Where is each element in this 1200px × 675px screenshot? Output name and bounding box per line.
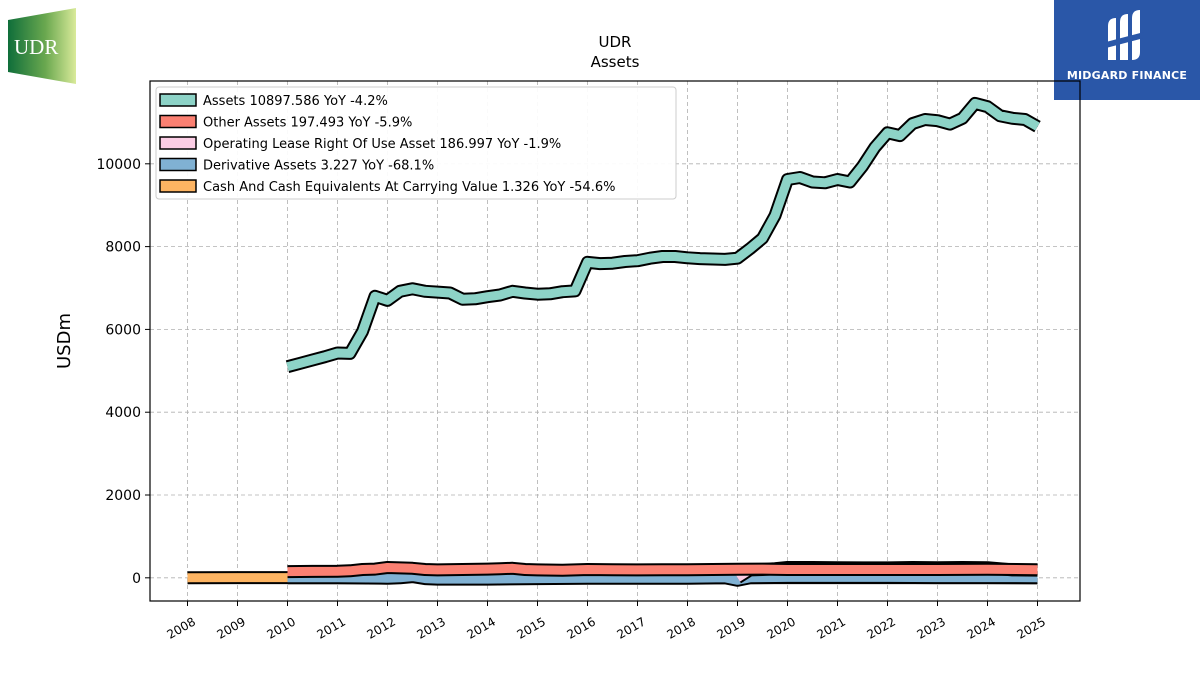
x-tick-label: 2008 xyxy=(165,614,198,641)
legend-swatch xyxy=(159,179,197,193)
legend: Assets 10897.586 YoY -4.2% Other Assets 1… xyxy=(155,86,677,200)
midgard-mark-icon xyxy=(1106,10,1144,60)
x-tick-label: 2022 xyxy=(865,614,898,641)
udr-logo-text: UDR xyxy=(14,35,58,59)
series-line xyxy=(287,563,1038,577)
y-tick-label: 10000 xyxy=(96,157,141,173)
x-tick-label: 2024 xyxy=(965,614,998,641)
x-tick-label: 2016 xyxy=(565,614,598,641)
x-tick-label: 2021 xyxy=(815,614,848,641)
x-tick-label: 2020 xyxy=(765,614,798,641)
legend-swatch xyxy=(159,93,197,107)
y-tick-label: 0 xyxy=(132,571,141,587)
brand-name: MIDGARD FINANCE xyxy=(1066,69,1188,82)
legend-swatch xyxy=(159,136,197,150)
plot-frame xyxy=(149,80,1081,602)
y-axis-label: USDm xyxy=(54,313,75,369)
chart-title: UDR xyxy=(599,33,632,51)
legend-box xyxy=(155,86,677,200)
x-tick-label: 2014 xyxy=(465,614,498,641)
midgard-finance-logo: MIDGARD FINANCE xyxy=(1054,0,1200,100)
y-tick-label: 4000 xyxy=(105,405,141,421)
y-tick-label: 2000 xyxy=(105,488,141,504)
series-other-assets xyxy=(287,561,1038,579)
legend-label: Operating Lease Right Of Use Asset 186.9… xyxy=(203,137,561,152)
x-tick-label: 2018 xyxy=(665,614,698,641)
x-tick-label: 2017 xyxy=(615,614,648,641)
y-tick-label: 8000 xyxy=(105,240,141,256)
x-tick-label: 2023 xyxy=(915,614,948,641)
x-tick-label: 2010 xyxy=(265,614,298,641)
series-line xyxy=(287,572,1038,585)
x-tick-label: 2009 xyxy=(215,614,248,641)
x-tick-label: 2011 xyxy=(315,614,348,641)
y-tick-label: 6000 xyxy=(105,322,141,338)
series-assets xyxy=(285,96,1041,373)
series-line xyxy=(286,98,1040,372)
legend-swatch xyxy=(159,157,197,172)
series-fills xyxy=(187,96,1041,587)
udr-logo: UDR xyxy=(8,8,76,84)
legend-label: Assets 10897.586 YoY -4.2% xyxy=(203,94,388,109)
legend-label: Other Assets 197.493 YoY -5.9% xyxy=(203,116,412,131)
legend-label: Derivative Assets 3.227 YoY -68.1% xyxy=(203,159,434,174)
x-tick-label: 2019 xyxy=(715,614,748,641)
x-tick-label: 2012 xyxy=(365,614,398,641)
legend-label: Cash And Cash Equivalents At Carrying Va… xyxy=(203,180,615,195)
chart-subtitle: Assets xyxy=(591,53,640,71)
x-tick-label: 2015 xyxy=(515,614,548,641)
x-tick-label: 2013 xyxy=(415,614,448,641)
legend-swatch xyxy=(159,114,197,129)
x-tick-label: 2025 xyxy=(1015,614,1048,641)
series-derivative-assets xyxy=(287,570,1038,587)
